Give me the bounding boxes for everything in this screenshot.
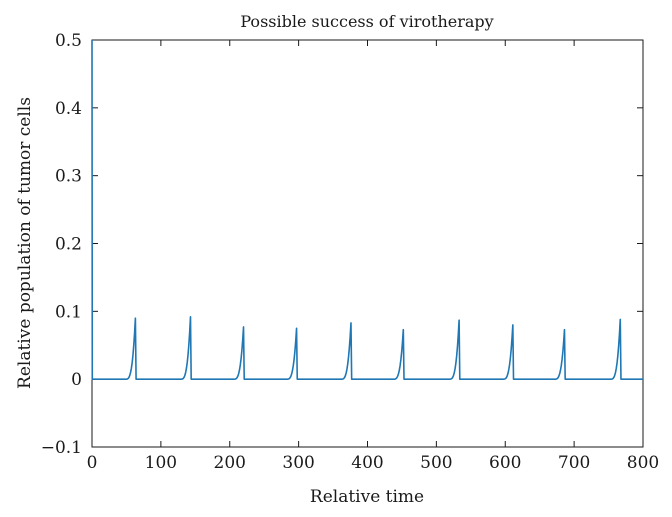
axis-ticks: 0 100 200 300 400 500 600 700 800−0.100.10.20.30… — [41, 31, 660, 473]
x-tick-label: 400 — [351, 453, 383, 473]
y-tick-label: 0.2 — [55, 235, 82, 255]
x-tick-label: 100 — [145, 453, 177, 473]
series-group — [91, 39, 643, 380]
x-tick-label: 500 — [420, 453, 452, 473]
x-tick-label: 200 — [214, 453, 246, 473]
y-tick-label: 0.3 — [55, 167, 82, 187]
chart-title: Possible success of virotherapy — [240, 12, 493, 31]
x-tick-label: 700 — [558, 453, 590, 473]
x-axis-label: Relative time — [310, 487, 424, 507]
y-tick-label: −0.1 — [41, 438, 82, 458]
plot-frame — [91, 39, 644, 448]
y-tick-label: 0.5 — [55, 31, 82, 51]
x-tick-label: 0 — [87, 453, 98, 473]
y-axis-label: Relative population of tumor cells — [15, 97, 35, 389]
x-tick-label: 600 — [489, 453, 521, 473]
x-tick-label: 300 — [282, 453, 314, 473]
series-line — [91, 39, 643, 380]
x-tick-label: 800 — [627, 453, 659, 473]
y-tick-label: 0 — [71, 370, 82, 390]
y-tick-label: 0.1 — [55, 302, 82, 322]
y-tick-label: 0.4 — [55, 99, 82, 119]
